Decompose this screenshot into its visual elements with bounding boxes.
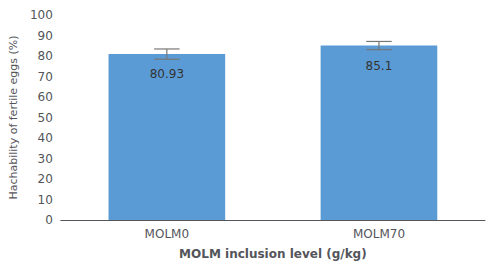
svg-text:80: 80 — [38, 49, 53, 63]
svg-text:70: 70 — [38, 70, 53, 84]
svg-text:40: 40 — [38, 131, 53, 145]
svg-text:MOLM inclusion level (g/kg): MOLM inclusion level (g/kg) — [179, 247, 367, 261]
svg-text:0: 0 — [45, 213, 53, 227]
svg-text:10: 10 — [38, 193, 53, 207]
svg-text:20: 20 — [38, 172, 53, 186]
svg-text:MOLM0: MOLM0 — [145, 227, 189, 241]
svg-text:50: 50 — [38, 111, 53, 125]
svg-text:30: 30 — [38, 152, 53, 166]
svg-text:100: 100 — [30, 8, 53, 22]
svg-text:60: 60 — [38, 90, 53, 104]
svg-text:Hachability of fertile eggs (%: Hachability of fertile eggs (%) — [7, 35, 20, 199]
svg-text:85.1: 85.1 — [366, 59, 393, 73]
svg-text:MOLM70: MOLM70 — [353, 227, 405, 241]
svg-text:90: 90 — [38, 29, 53, 43]
svg-text:80.93: 80.93 — [150, 67, 184, 81]
